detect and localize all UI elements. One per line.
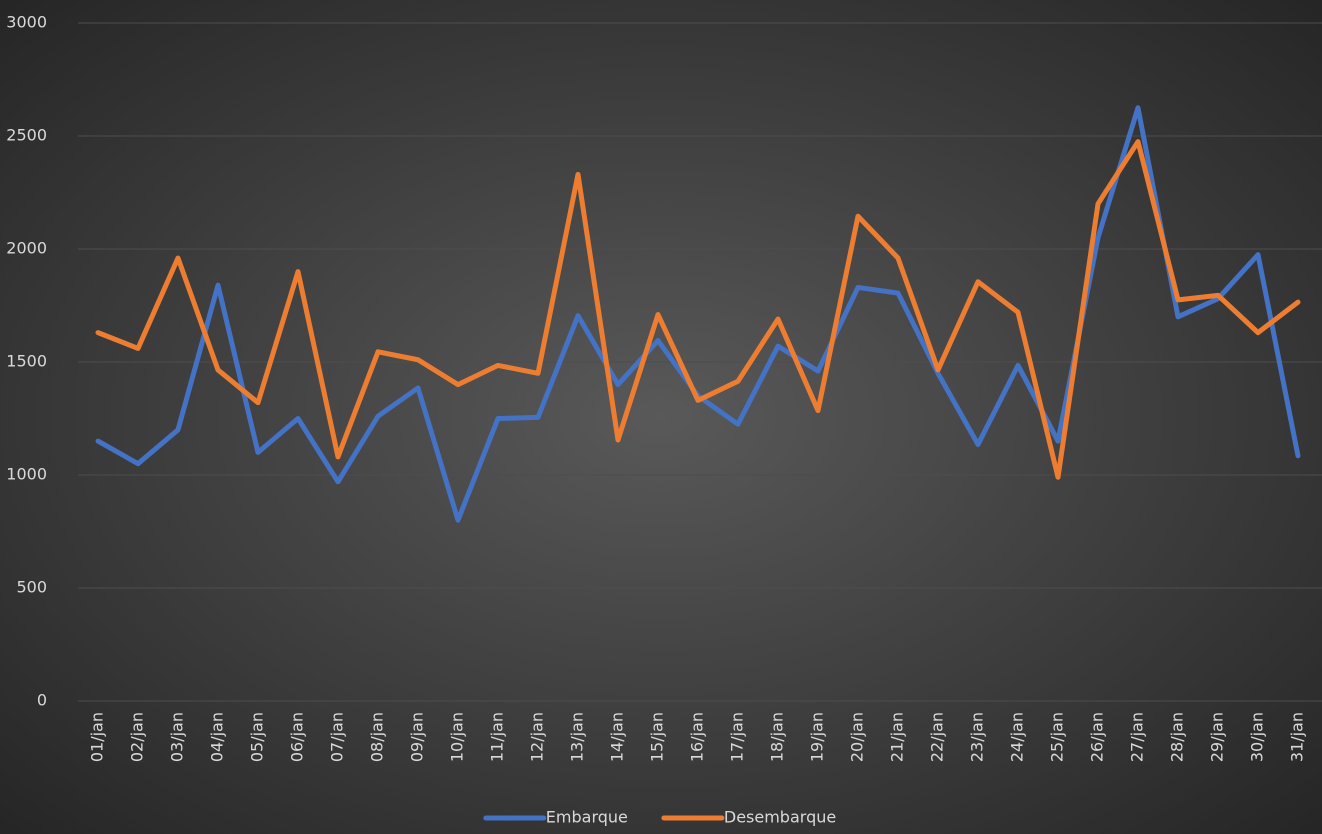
- x-tick-label: 15/jan: [648, 712, 667, 762]
- x-tick-label: 25/jan: [1048, 712, 1067, 762]
- y-tick-label: 2000: [6, 239, 47, 258]
- legend-label: Embarque: [546, 808, 628, 827]
- y-tick-label: 2500: [6, 126, 47, 145]
- y-tick-label: 500: [16, 578, 47, 597]
- x-tick-label: 21/jan: [888, 712, 907, 762]
- x-tick-label: 06/jan: [288, 712, 307, 762]
- x-tick-label: 27/jan: [1128, 712, 1147, 762]
- x-tick-label: 13/jan: [568, 712, 587, 762]
- y-tick-label: 0: [37, 691, 47, 710]
- x-tick-label: 02/jan: [128, 712, 147, 762]
- x-tick-label: 07/jan: [328, 712, 347, 762]
- x-tick-label: 04/jan: [208, 712, 227, 762]
- x-tick-label: 03/jan: [168, 712, 187, 762]
- legend: Embarque Desembarque: [483, 808, 836, 827]
- x-tick-label: 17/jan: [728, 712, 747, 762]
- x-tick-label: 28/jan: [1168, 712, 1187, 762]
- x-tick-label: 22/jan: [928, 712, 947, 762]
- x-tick-label: 09/jan: [408, 712, 427, 762]
- x-tick-label: 30/jan: [1248, 712, 1267, 762]
- x-tick-label: 26/jan: [1088, 712, 1107, 762]
- x-tick-label: 24/jan: [1008, 712, 1027, 762]
- x-tick-label: 20/jan: [848, 712, 867, 762]
- x-tick-label: 14/jan: [608, 712, 627, 762]
- series-line: [95, 139, 1301, 480]
- x-tick-label: 31/jan: [1288, 712, 1307, 762]
- y-tick-label: 1500: [6, 352, 47, 371]
- x-tick-label: 18/jan: [768, 712, 787, 762]
- x-tick-label: 16/jan: [688, 712, 707, 762]
- x-tick-label: 08/jan: [368, 712, 387, 762]
- x-tick-label: 12/jan: [528, 712, 547, 762]
- y-tick-label: 3000: [6, 13, 47, 32]
- x-tick-label: 19/jan: [808, 712, 827, 762]
- x-tick-label: 23/jan: [968, 712, 987, 762]
- x-tick-label: 01/jan: [88, 712, 107, 762]
- x-tick-label: 29/jan: [1208, 712, 1227, 762]
- legend-label: Desembarque: [724, 808, 836, 827]
- x-tick-label: 05/jan: [248, 712, 267, 762]
- x-tick-label: 10/jan: [448, 712, 467, 762]
- x-tick-label: 11/jan: [488, 712, 507, 762]
- y-tick-label: 1000: [6, 465, 47, 484]
